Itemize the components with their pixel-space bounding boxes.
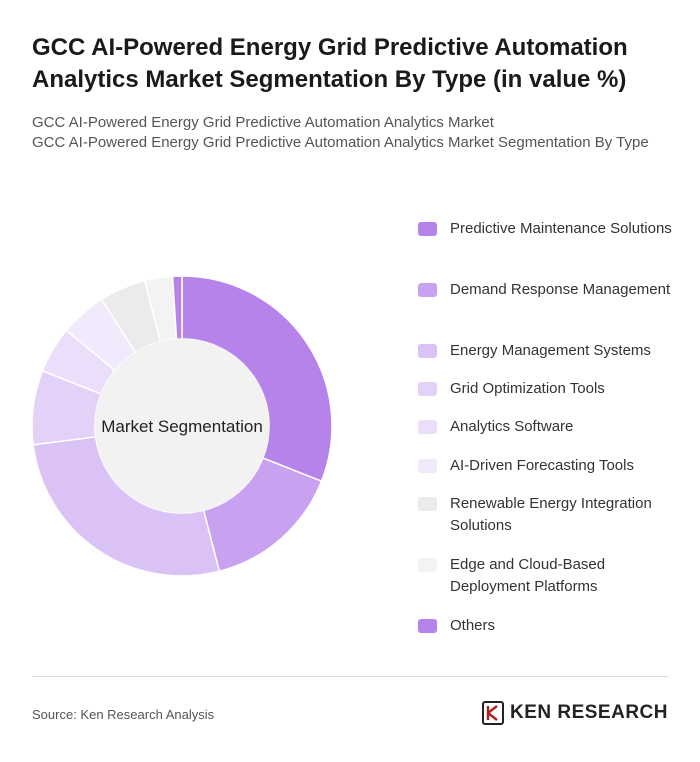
donut-center-label: Market Segmentation xyxy=(101,417,263,436)
legend-swatch xyxy=(418,497,437,511)
legend-label: Predictive Maintenance Solutions xyxy=(450,220,672,237)
legend-label: Energy Management Systems xyxy=(450,342,651,359)
legend-item: Renewable Energy Integration Solutions xyxy=(418,493,678,537)
subtitle-line-1: GCC AI-Powered Energy Grid Predictive Au… xyxy=(32,114,494,131)
legend-label: Grid Optimization Tools xyxy=(450,380,605,397)
legend-label: AI-Driven Forecasting Tools xyxy=(450,457,634,474)
subtitle-line-2: GCC AI-Powered Energy Grid Predictive Au… xyxy=(32,134,649,151)
chart-title: GCC AI-Powered Energy Grid Predictive Au… xyxy=(32,34,628,93)
legend-label: Renewable Energy Integration Solutions xyxy=(450,495,652,534)
donut-hole xyxy=(95,339,269,513)
footer-divider xyxy=(32,676,668,677)
legend-item: AI-Driven Forecasting Tools xyxy=(418,455,678,477)
legend-item: Edge and Cloud-Based Deployment Platform… xyxy=(418,554,678,598)
legend-item: Analytics Software xyxy=(418,416,678,438)
ken-logo-icon xyxy=(481,701,504,725)
legend-label: Demand Response Management xyxy=(450,281,671,298)
donut-slices xyxy=(31,275,333,577)
legend-label: Others xyxy=(450,617,496,634)
legend-swatch xyxy=(418,558,437,572)
legend-swatch xyxy=(418,420,437,434)
legend-swatch xyxy=(418,344,437,358)
legend-item: Others xyxy=(418,615,678,637)
legend-swatch xyxy=(418,619,437,633)
legend-swatch xyxy=(418,222,437,236)
donut-chart: Market Segmentation xyxy=(31,275,333,577)
legend-swatch xyxy=(418,382,437,396)
legend-label: Edge and Cloud-Based Deployment Platform… xyxy=(450,556,606,595)
chart-subtitle: GCC AI-Powered Energy Grid Predictive Au… xyxy=(32,113,672,153)
legend-item: Grid Optimization Tools xyxy=(418,378,678,400)
legend-label: Analytics Software xyxy=(450,418,574,435)
legend-swatch xyxy=(418,283,437,297)
legend-item: Demand Response Management xyxy=(418,279,678,301)
legend-item: Predictive Maintenance Solutions xyxy=(418,218,678,240)
legend-swatch xyxy=(418,459,437,473)
source-note: Source: Ken Research Analysis xyxy=(32,707,215,722)
ken-research-logo: KEN RESEARCH xyxy=(481,700,668,726)
logo-text: KEN RESEARCH xyxy=(509,702,668,723)
legend-item: Energy Management Systems xyxy=(418,340,678,362)
